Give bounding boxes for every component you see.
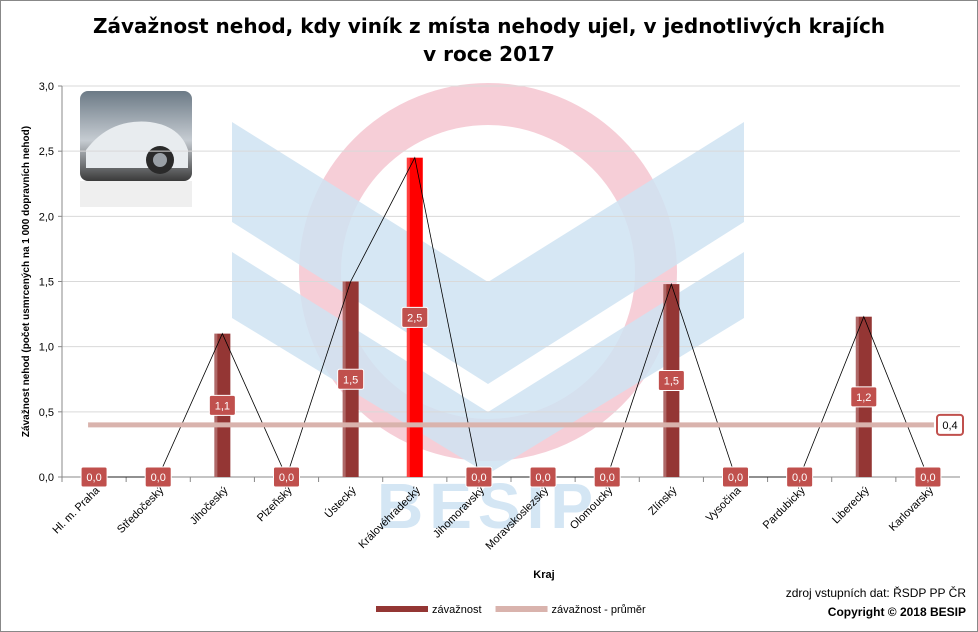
data-label: 1,5 xyxy=(664,376,679,388)
legend-label-average: závažnost - průměr xyxy=(552,604,646,616)
watermark: BESIP xyxy=(232,83,744,542)
y-tick-label: 1,0 xyxy=(39,342,54,354)
x-tick-label: Zlínský xyxy=(646,484,679,517)
legend-label-severity: závažnost xyxy=(432,604,482,616)
data-label: 0,0 xyxy=(86,472,101,484)
legend-swatch-average xyxy=(495,606,548,612)
y-tick-label: 0,5 xyxy=(39,407,54,419)
data-label-box xyxy=(208,394,236,416)
data-label: 0,0 xyxy=(151,472,166,484)
data-labels: 0,0 0,0 1,1 0,0 1,5 2,5 0,0 0,0 0,0 1,5 0,0 0,0 1,2 0… xyxy=(80,306,942,488)
watermark-chevron-lower xyxy=(232,252,744,474)
legend: závažnost závažnost - průměr xyxy=(376,604,646,616)
y-tick-label: 2,0 xyxy=(39,211,54,223)
x-tick-label: Vysočina xyxy=(704,484,744,524)
x-tick-label: Ústecký xyxy=(322,484,359,521)
data-label-box xyxy=(465,466,493,488)
data-label: 0,0 xyxy=(535,472,550,484)
data-label: 0,0 xyxy=(471,472,486,484)
x-tick-label: Hl. m. Praha xyxy=(50,484,102,536)
y-tick-label: 3,0 xyxy=(39,81,54,93)
data-label-box xyxy=(722,466,749,488)
copyright-note: Copyright © 2018 BESIP xyxy=(827,605,966,619)
data-label: 0,0 xyxy=(792,472,807,484)
data-label: 2,5 xyxy=(407,312,422,324)
chart-title-line1: Závažnost nehod, kdy viník z místa nehod… xyxy=(92,14,886,38)
data-label-box xyxy=(593,466,621,488)
average-label: 0,4 xyxy=(942,420,957,432)
data-label-box xyxy=(850,386,878,408)
chart-title: Závažnost nehod, kdy viník z místa nehod… xyxy=(0,12,978,68)
chart-title-line2: v roce 2017 xyxy=(423,42,555,66)
y-tick-label: 0,0 xyxy=(39,472,54,484)
x-tick-label: Liberecký xyxy=(830,484,872,526)
data-label-box xyxy=(144,466,172,488)
x-tick-label: Středočeský xyxy=(115,484,167,536)
x-tick-label: Jihočeský xyxy=(188,484,231,527)
average-line: 0,4 xyxy=(88,413,964,436)
data-label: 1,2 xyxy=(856,392,871,404)
data-label: 0,0 xyxy=(920,472,935,484)
data-label: 0,0 xyxy=(279,472,294,484)
data-label-box xyxy=(529,466,557,488)
data-label: 0,0 xyxy=(728,472,743,484)
data-label-box xyxy=(914,466,942,488)
data-label-box xyxy=(401,306,429,328)
crashed-car-photo xyxy=(80,91,192,207)
y-axis-title: Závažnost nehod (počet usmrcených na 1 0… xyxy=(21,126,32,437)
average-label-box xyxy=(936,413,964,436)
data-label-box xyxy=(657,370,685,392)
watermark-chevron-upper xyxy=(232,122,744,384)
x-tick-label: Plzeňský xyxy=(255,484,295,524)
y-tick-label: 2,5 xyxy=(39,146,54,158)
data-label: 1,5 xyxy=(343,374,358,386)
photo-reflection xyxy=(80,181,192,207)
x-tick-label: Pardubický xyxy=(761,484,808,531)
x-tick-label: Karlovarský xyxy=(887,484,936,533)
car-hub xyxy=(153,153,167,167)
x-axis-title: Kraj xyxy=(533,569,554,581)
data-label-box xyxy=(80,466,108,488)
data-label: 1,1 xyxy=(215,400,230,412)
data-label-box xyxy=(273,466,300,488)
legend-swatch-severity xyxy=(376,606,428,612)
data-label-box xyxy=(786,466,814,488)
source-note: zdroj vstupních dat: ŘSDP PP ČR xyxy=(785,586,966,600)
y-tick-label: 1,5 xyxy=(39,277,54,289)
y-axis: 0,0 0,5 1,0 1,5 2,0 2,5 3,0 Závažnost nehod (po… xyxy=(21,81,63,484)
data-label: 0,0 xyxy=(600,472,615,484)
data-label-box xyxy=(337,368,365,390)
